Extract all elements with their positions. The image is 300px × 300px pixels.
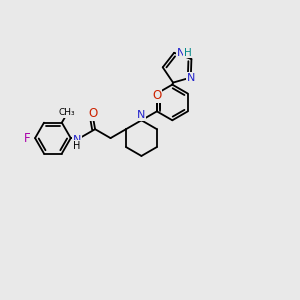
Text: H: H xyxy=(73,141,80,151)
Text: CH₃: CH₃ xyxy=(58,108,75,117)
Text: N: N xyxy=(73,135,81,145)
Text: N: N xyxy=(187,73,195,82)
Text: N: N xyxy=(177,48,185,58)
Text: N: N xyxy=(137,110,146,120)
Text: O: O xyxy=(88,107,98,120)
Text: H: H xyxy=(184,48,192,58)
Text: O: O xyxy=(152,89,161,102)
Text: F: F xyxy=(23,132,30,145)
